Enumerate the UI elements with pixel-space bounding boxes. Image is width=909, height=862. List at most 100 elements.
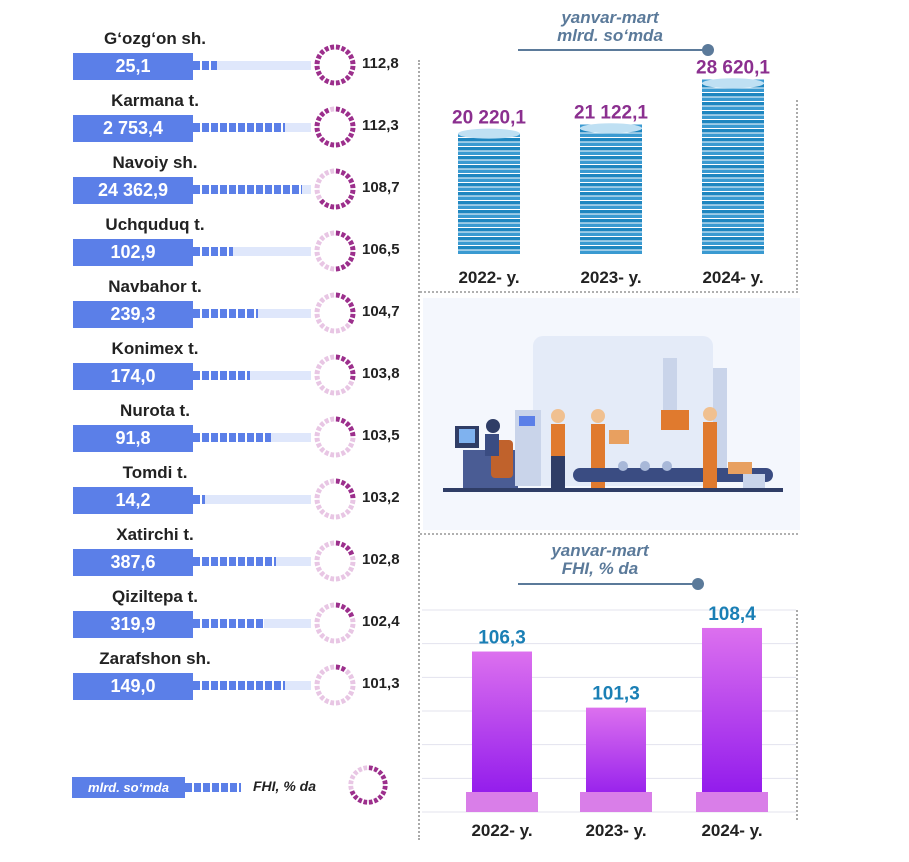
ring-segment [323,231,330,239]
ring-segment [315,115,323,122]
district-growth: 104,7 [362,303,400,320]
ring-segment [319,694,326,701]
ring-segment [329,168,335,175]
district-volume-bar-fill [193,619,264,628]
top-chart-title: yanvar-mart mlrd. so‘mda [520,9,700,45]
district-row-4: Navbahor t. 239,3 104,7 [0,277,420,337]
ring-segment [329,79,335,86]
ring-segment [319,136,326,143]
ring-segment [347,239,355,246]
district-volume-bar-fill [193,681,286,690]
ring-segment [335,203,341,210]
ring-segment [323,697,330,705]
ring-segment [340,387,347,395]
illustration-gear1 [618,461,628,471]
district-volume: 174,0 [73,363,193,390]
ring-segment [315,628,323,635]
ring-segment [344,632,351,639]
ring-segment [357,766,363,773]
ring-segment [340,201,347,209]
ring-segment [315,70,323,77]
district-name: Qiziltepa t. [112,587,198,606]
ring-segment [329,141,335,148]
ring-segment [314,245,321,251]
coin-stack-0 [458,128,520,254]
ring-segment [349,375,356,381]
district-name: Zarafshon sh. [99,649,211,668]
ring-segment [314,307,321,313]
ring-segment [329,637,335,644]
district-volume-bar-fill [193,123,286,132]
district-growth: 112,3 [362,117,399,134]
ring-segment [362,799,368,805]
ring-segment [315,673,323,680]
ring-segment [314,561,321,567]
ring-segment [329,540,335,547]
ring-segment [329,327,335,334]
ring-segment [314,127,321,133]
ring-segment [329,416,335,423]
district-growth: 103,2 [362,489,400,506]
coin-stack-chart: 20 220,1 2022- y. 21 122,1 2023- y. 28 620,1… [452,60,770,287]
district-growth: 103,5 [362,427,400,444]
ring-segment [347,256,355,263]
ring-segment [344,359,351,366]
ring-segment [335,168,341,175]
ring-segment [314,685,321,691]
ring-segment [315,611,323,618]
divider-vertical-right [796,100,798,290]
district-growth-ring [314,602,356,644]
ring-segment [329,354,335,361]
ring-segment [319,359,326,366]
ring-segment [319,607,326,614]
ring-segment [344,570,351,577]
ring-segment [340,573,347,581]
district-volume-bar-fill [193,557,276,566]
district-growth-ring [314,540,356,582]
coin-category-label-0: 2022- y. [458,268,519,287]
legend-volume-bar [185,783,241,792]
ring-segment [323,355,330,363]
ring-segment [335,540,341,547]
ring-segment [347,442,355,449]
ring-segment [344,483,351,490]
ring-segment [329,230,335,237]
district-row-2: Navoiy sh. 24 362,9 108,7 [0,153,420,213]
ring-segment [314,183,321,189]
ring-segment [349,499,356,505]
ring-segment [319,173,326,180]
ring-segment [315,566,323,573]
fhi-bar-base-2 [696,792,768,812]
ring-segment [323,665,330,673]
ring-segment [329,203,335,210]
district-volume-bar [193,557,311,566]
ring-segment [314,623,321,629]
illustration-worker1-body [551,424,565,456]
coin-category-label-2: 2024- y. [702,268,763,287]
ring-segment [319,235,326,242]
district-name: G‘ozg‘on sh. [104,29,206,48]
district-volume-bar [193,619,311,628]
coin-value-label-1: 21 122,1 [574,102,648,123]
ring-segment [335,478,341,485]
district-volume-bar [193,185,311,194]
ring-segment [315,53,323,60]
ring-segment [329,602,335,609]
coin-category-label-1: 2023- y. [580,268,641,287]
district-volume-bar [193,247,311,256]
district-growth: 101,3 [362,675,400,692]
ring-segment [329,106,335,113]
district-growth: 106,5 [362,241,400,258]
ring-segment [349,121,356,127]
ring-segment [335,230,341,237]
district-volume-bar-fill [193,371,250,380]
ring-segment [340,635,347,643]
ring-segment [382,785,388,791]
ring-segment [347,177,355,184]
ring-segment [314,499,321,505]
bottom-chart-title-dot [692,578,704,590]
ring-segment [315,194,323,201]
ring-segment [349,189,356,195]
district-volume-bar-fill [193,185,302,194]
ring-segment [323,541,330,549]
